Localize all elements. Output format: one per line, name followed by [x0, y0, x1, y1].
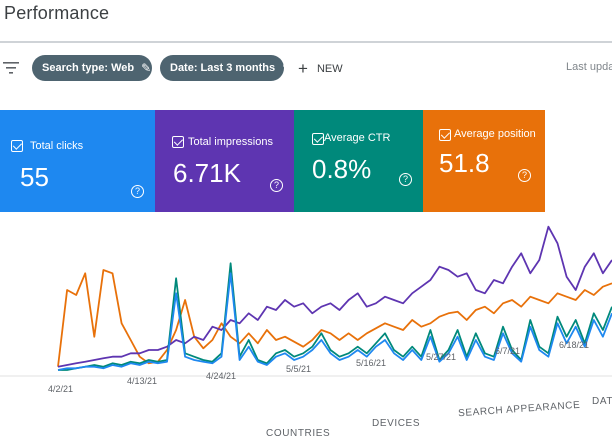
x-tick-label: 6/7/21 [495, 346, 520, 356]
series-line-2 [58, 262, 612, 371]
tab-countries[interactable]: COUNTRIES [266, 428, 331, 439]
x-tick-label: 6/18/21 [559, 340, 589, 350]
checkbox-icon[interactable] [439, 129, 451, 141]
checkbox-icon[interactable] [172, 136, 184, 148]
card-value: 55 [20, 162, 49, 192]
total-clicks-card[interactable]: Total clicks 55 ? [0, 110, 155, 212]
card-label: Total clicks [30, 140, 84, 152]
chip-label: Date: Last 3 months [170, 62, 276, 74]
average-position-card[interactable]: Average position 51.8 ? [423, 110, 545, 212]
series-line-1 [57, 225, 612, 368]
date-range-chip[interactable]: Date: Last 3 months ✎ [160, 55, 292, 81]
card-value: 0.8% [312, 154, 372, 184]
search-type-chip[interactable]: Search type: Web ✎ [32, 55, 152, 81]
help-icon[interactable]: ? [270, 179, 283, 192]
card-label: Average CTR [324, 132, 391, 144]
series-line-0 [57, 269, 612, 367]
x-tick-label: 4/2/21 [48, 384, 73, 394]
tab-dates[interactable]: DATES [592, 396, 612, 407]
card-label: Average position [454, 128, 536, 140]
card-label: Total impressions [188, 136, 273, 148]
x-tick-label: 4/13/21 [127, 376, 157, 386]
total-impressions-card[interactable]: Total impressions 6.71K ? [155, 110, 294, 212]
series-line-3 [57, 272, 612, 371]
x-tick-label: 5/16/21 [356, 358, 386, 368]
pencil-icon: ✎ [282, 61, 293, 75]
chip-label: Search type: Web [42, 62, 135, 74]
page-title: Performance [4, 3, 110, 23]
average-ctr-card[interactable]: Average CTR 0.8% ? [294, 110, 423, 212]
x-tick-label: 5/27/21 [426, 352, 456, 362]
new-label: NEW [316, 62, 343, 75]
card-value: 6.71K [173, 158, 241, 188]
performance-chart[interactable]: 4/2/21 4/13/21 4/24/21 5/5/21 5/16/21 5/27/21… [0, 214, 612, 414]
filter-icon[interactable] [3, 62, 19, 74]
help-icon[interactable]: ? [518, 169, 531, 182]
help-icon[interactable]: ? [131, 185, 144, 198]
checkbox-icon[interactable] [11, 140, 23, 152]
tab-devices[interactable]: DEVICES [372, 418, 421, 429]
new-filter-button[interactable]: + NEW [298, 60, 343, 77]
card-value: 51.8 [439, 148, 490, 178]
header-divider [0, 41, 612, 43]
last-updated-text: Last upda [566, 61, 612, 73]
help-icon[interactable]: ? [399, 173, 412, 186]
checkbox-icon[interactable] [312, 133, 324, 145]
pencil-icon: ✎ [141, 61, 152, 75]
x-tick-label: 4/24/21 [206, 371, 236, 381]
plus-icon: + [298, 59, 308, 78]
x-tick-label: 5/5/21 [286, 364, 311, 374]
